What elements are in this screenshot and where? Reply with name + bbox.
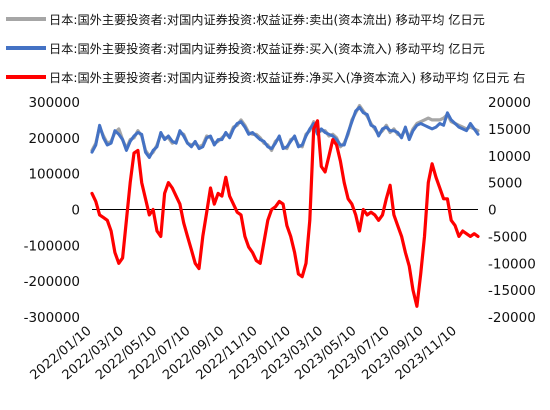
right-axis-tick-label: -5000 — [488, 229, 527, 245]
left-axis-tick-label: 300000 — [28, 95, 80, 111]
legend-label-sell: 日本:国外主要投资者:对国内证券投资:权益证券:卖出(资本流出) 移动平均 亿日… — [49, 12, 485, 27]
legend-label-buy: 日本:国外主要投资者:对国内证券投资:权益证券:买入(资本流入) 移动平均 亿日… — [49, 41, 485, 56]
legend-label-net: 日本:国外主要投资者:对国内证券投资:权益证券:净买入(净资本流入) 移动平均 … — [49, 70, 526, 85]
right-axis-tick-label: 15000 — [488, 122, 531, 138]
right-axis-tick-label: -15000 — [488, 283, 536, 299]
legend-item-net: 日本:国外主要投资者:对国内证券投资:权益证券:净买入(净资本流入) 移动平均 … — [6, 62, 525, 91]
legend-swatch-buy — [6, 45, 46, 50]
right-axis-tick-label: -10000 — [488, 256, 536, 272]
legend-swatch-net — [6, 74, 46, 79]
left-axis-tick-label: 200000 — [28, 131, 80, 147]
left-axis-tick-label: -300000 — [24, 310, 80, 326]
series-line-net — [90, 119, 480, 308]
right-axis-tick-label: 5000 — [488, 176, 522, 192]
left-axis-tick-label: -200000 — [24, 274, 80, 290]
series-line-buy — [90, 105, 480, 159]
right-axis-tick-label: 10000 — [488, 149, 531, 165]
chart-legend: 日本:国外主要投资者:对国内证券投资:权益证券:卖出(资本流出) 移动平均 亿日… — [6, 4, 525, 91]
right-axis-tick-label: -20000 — [488, 310, 536, 326]
right-axis-tick-label: 0 — [488, 203, 497, 219]
legend-item-buy: 日本:国外主要投资者:对国内证券投资:权益证券:买入(资本流入) 移动平均 亿日… — [6, 33, 525, 62]
right-axis-tick-label: 20000 — [488, 95, 531, 111]
legend-swatch-sell — [6, 16, 46, 21]
left-axis-tick-label: -100000 — [24, 238, 80, 254]
legend-item-sell: 日本:国外主要投资者:对国内证券投资:权益证券:卖出(资本流出) 移动平均 亿日… — [6, 4, 525, 33]
left-axis-tick-label: 0 — [71, 203, 80, 219]
left-axis-tick-label: 100000 — [28, 167, 80, 183]
